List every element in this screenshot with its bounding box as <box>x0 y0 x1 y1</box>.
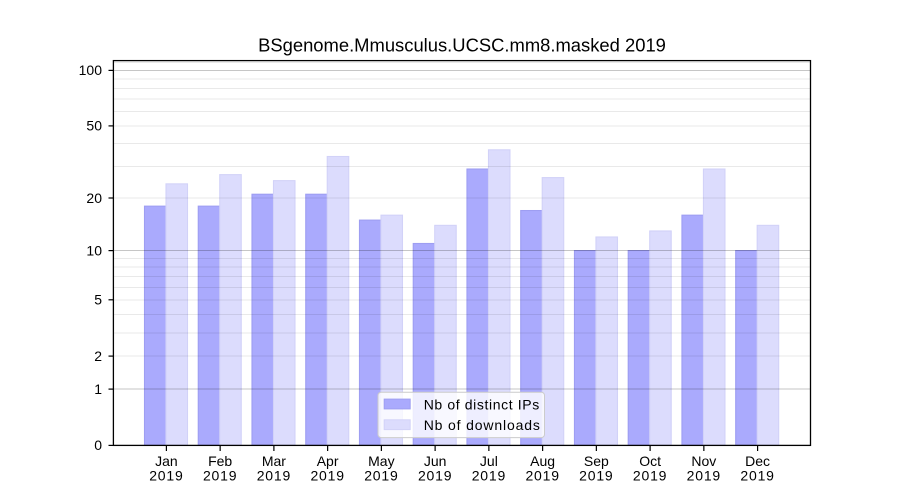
svg-text:2: 2 <box>94 348 102 364</box>
svg-text:Sep: Sep <box>584 453 609 469</box>
svg-text:Nov: Nov <box>691 453 716 469</box>
svg-text:2019: 2019 <box>418 468 452 484</box>
svg-text:Nb of downloads: Nb of downloads <box>424 417 541 433</box>
svg-text:2019: 2019 <box>472 468 506 484</box>
svg-text:2019: 2019 <box>687 468 721 484</box>
svg-text:2019: 2019 <box>740 468 774 484</box>
svg-text:0: 0 <box>94 437 102 453</box>
svg-text:Dec: Dec <box>745 453 770 469</box>
svg-text:100: 100 <box>79 62 103 78</box>
svg-text:Jul: Jul <box>480 453 498 469</box>
svg-text:Oct: Oct <box>639 453 661 469</box>
svg-text:Apr: Apr <box>317 453 339 469</box>
svg-text:Jan: Jan <box>155 453 178 469</box>
svg-text:Feb: Feb <box>208 453 232 469</box>
svg-text:1: 1 <box>94 381 102 397</box>
svg-text:2019: 2019 <box>310 468 344 484</box>
svg-text:5: 5 <box>94 292 102 308</box>
svg-text:2019: 2019 <box>149 468 183 484</box>
svg-text:2019: 2019 <box>633 468 667 484</box>
svg-text:Aug: Aug <box>530 453 555 469</box>
svg-text:2019: 2019 <box>364 468 398 484</box>
svg-text:2019: 2019 <box>203 468 237 484</box>
svg-text:10: 10 <box>86 242 102 258</box>
svg-text:50: 50 <box>86 118 102 134</box>
svg-text:May: May <box>368 453 394 469</box>
svg-text:Nb of distinct IPs: Nb of distinct IPs <box>424 396 540 412</box>
svg-text:2019: 2019 <box>579 468 613 484</box>
svg-text:2019: 2019 <box>257 468 291 484</box>
svg-text:BSgenome.Mmusculus.UCSC.mm8.ma: BSgenome.Mmusculus.UCSC.mm8.masked 2019 <box>258 35 666 56</box>
svg-text:Jun: Jun <box>424 453 447 469</box>
svg-text:Mar: Mar <box>262 453 286 469</box>
svg-text:20: 20 <box>86 190 102 206</box>
svg-text:2019: 2019 <box>525 468 559 484</box>
